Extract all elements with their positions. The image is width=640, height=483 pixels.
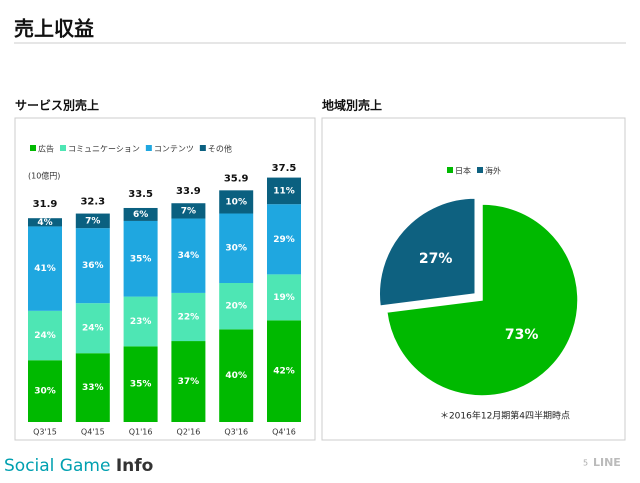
bar-segment xyxy=(171,218,206,293)
value-label: 10% xyxy=(225,197,247,207)
legend-swatch xyxy=(477,167,483,173)
total-label: 37.5 xyxy=(272,163,297,174)
value-label: 34% xyxy=(178,251,200,261)
x-tick-label: Q1'16 xyxy=(129,428,153,437)
x-tick-label: Q2'16 xyxy=(177,428,201,437)
total-label: 33.5 xyxy=(128,189,153,200)
value-label: 40% xyxy=(225,371,247,381)
bar-segment xyxy=(267,177,301,205)
note: ＊2016年12月期第4四半期時点 xyxy=(440,410,570,422)
x-tick-label: Q3'16 xyxy=(224,428,248,437)
value-label: 73% xyxy=(505,327,539,343)
value-label: 7% xyxy=(181,206,196,216)
legend-label: 海外 xyxy=(485,166,501,176)
pie-slice xyxy=(385,203,579,397)
value-label: 19% xyxy=(273,293,295,303)
legend-swatch xyxy=(145,145,152,151)
value-label: 11% xyxy=(273,186,295,196)
bar-segment xyxy=(28,360,62,422)
bar-segment xyxy=(123,296,158,347)
value-label: 24% xyxy=(82,324,104,334)
bar-segment xyxy=(219,190,254,214)
slide-title: 売上収益 xyxy=(14,17,94,41)
value-label: 6% xyxy=(133,210,148,220)
bar-segment xyxy=(123,220,158,297)
bar-segment xyxy=(171,341,206,422)
bar-segment xyxy=(267,274,301,321)
bar-segment xyxy=(123,207,158,221)
value-label: 35% xyxy=(130,380,152,390)
legend-label: コミュニケーション xyxy=(68,145,140,154)
value-label: 42% xyxy=(273,367,295,377)
bar-segment xyxy=(75,353,110,422)
x-tick-label: Q4'15 xyxy=(81,428,105,437)
bar-segment xyxy=(28,310,62,361)
value-label: 37% xyxy=(178,377,200,387)
value-label: 41% xyxy=(34,264,56,274)
legend-label: 広告 xyxy=(38,144,54,154)
bar-segment xyxy=(267,320,301,422)
total-label: 32.3 xyxy=(80,197,105,208)
logo: LINE xyxy=(593,456,621,469)
value-label: 7% xyxy=(85,216,100,226)
brand: Social Game Info xyxy=(4,456,153,476)
page-number: 5 xyxy=(583,459,588,468)
value-label: 22% xyxy=(178,312,200,322)
bar-segment xyxy=(75,213,110,229)
value-label: 4% xyxy=(37,218,52,228)
value-label: 36% xyxy=(82,261,104,271)
panel-frame xyxy=(14,117,316,441)
bar-segment xyxy=(219,329,254,422)
unit-label: (10億円) xyxy=(28,171,60,181)
bar-segment xyxy=(28,226,62,311)
bar-segment xyxy=(123,346,158,422)
panel-title: サービス別売上 xyxy=(15,98,99,113)
value-label: 27% xyxy=(419,251,453,267)
bar-segment xyxy=(75,228,110,304)
legend-label: その他 xyxy=(208,144,232,154)
bar-segment xyxy=(267,204,301,275)
pie-slice xyxy=(378,197,476,307)
x-tick-label: Q4'16 xyxy=(272,428,296,437)
value-label: 20% xyxy=(225,302,247,312)
total-label: 33.9 xyxy=(176,186,201,197)
bar-segment xyxy=(75,303,110,354)
legend-swatch xyxy=(30,145,36,151)
legend-swatch xyxy=(447,167,453,173)
bar-segment xyxy=(219,282,254,330)
total-label: 31.9 xyxy=(33,199,58,210)
panel-title: 地域別売上 xyxy=(322,98,382,113)
value-label: 35% xyxy=(130,254,152,264)
value-label: 33% xyxy=(82,383,104,393)
bar-segment xyxy=(28,218,62,227)
total-label: 35.9 xyxy=(224,173,249,184)
legend-swatch xyxy=(60,145,66,151)
x-tick-label: Q3'15 xyxy=(33,428,57,437)
value-label: 30% xyxy=(225,244,247,254)
legend-swatch xyxy=(199,145,206,151)
bar-segment xyxy=(171,292,206,342)
value-label: 24% xyxy=(34,331,56,341)
legend-label: コンテンツ xyxy=(154,145,194,154)
panel-frame xyxy=(321,117,626,441)
bar-segment xyxy=(219,213,254,283)
value-label: 23% xyxy=(130,317,152,327)
bar-segment xyxy=(171,203,206,219)
value-label: 30% xyxy=(34,387,56,397)
legend-label: 日本 xyxy=(455,166,471,176)
value-label: 29% xyxy=(273,235,295,245)
